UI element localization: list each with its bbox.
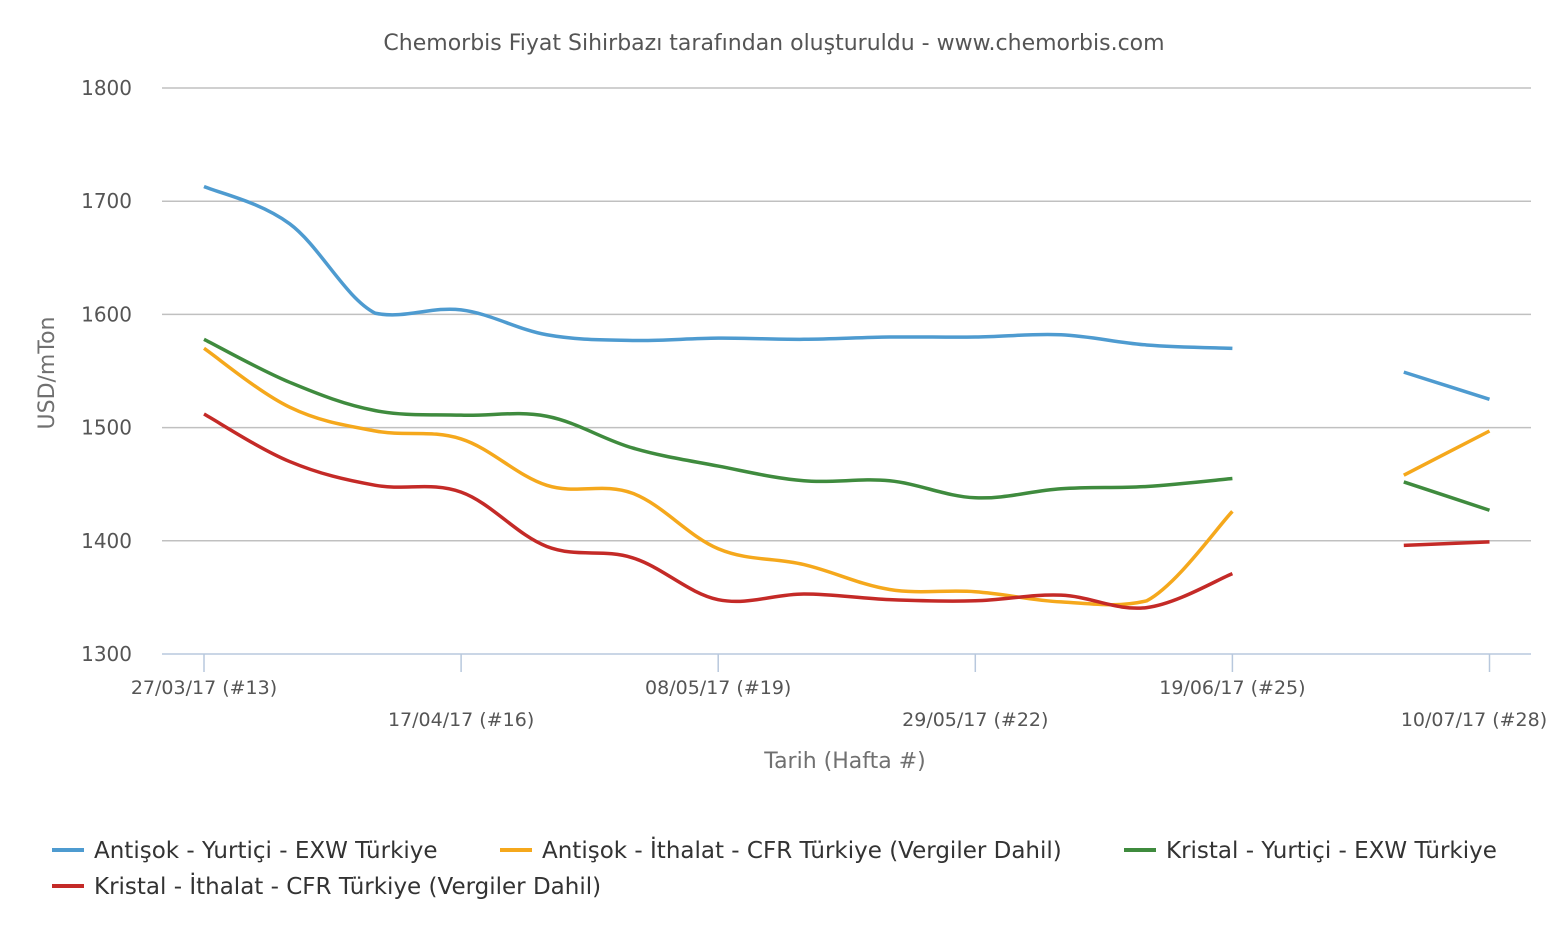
y-axis-label: USD/mTon: [35, 317, 60, 430]
x-tick-label: 08/05/17 (#19): [645, 677, 791, 699]
x-axis-label: Tarih (Hafta #): [763, 749, 925, 774]
x-axis: 27/03/17 (#13) 17/04/17 (#16) 08/05/17 (#1…: [131, 653, 1547, 731]
legend-label: Kristal - Yurtiçi - EXW Türkiye: [1166, 838, 1497, 864]
x-tick-label: 27/03/17 (#13): [131, 677, 277, 699]
series-line: [1403, 480, 1491, 512]
x-tick-label: 29/05/17 (#22): [902, 709, 1048, 731]
y-tick-label: 1600: [81, 302, 132, 326]
legend-label: Kristal - İthalat - CFR Türkiye (Vergile…: [94, 872, 601, 900]
y-tick-label: 1400: [81, 529, 132, 553]
legend-item[interactable]: Kristal - İthalat - CFR Türkiye (Vergile…: [52, 872, 601, 900]
series-4: [203, 412, 1490, 610]
legend-label: Antişok - Yurtiçi - EXW Türkiye: [94, 838, 438, 864]
series-line: [1403, 540, 1490, 548]
series-line: [1403, 370, 1491, 401]
series-line: [203, 337, 1233, 500]
y-axis-ticks: 1300 1400 1500 1600 1700 1800: [81, 76, 132, 666]
y-tick-label: 1700: [81, 189, 132, 213]
legend-label: Antişok - İthalat - CFR Türkiye (Vergile…: [542, 836, 1062, 864]
series-lines: [203, 184, 1491, 610]
chart-title: Chemorbis Fiyat Sihirbazı tarafından olu…: [383, 31, 1164, 56]
series-line: [1402, 429, 1491, 477]
legend: Antişok - Yurtiçi - EXW Türkiye Antişok -…: [52, 836, 1497, 900]
legend-item[interactable]: Antişok - İthalat - CFR Türkiye (Vergile…: [500, 836, 1062, 864]
x-tick-label: 17/04/17 (#16): [388, 709, 534, 731]
y-tick-label: 1500: [81, 416, 132, 440]
series-line: [203, 412, 1234, 610]
grid-lines: [162, 87, 1531, 542]
series-line: [203, 184, 1233, 351]
series-line: [203, 346, 1234, 607]
legend-item[interactable]: Antişok - Yurtiçi - EXW Türkiye: [52, 838, 438, 864]
x-tick-label: 19/06/17 (#25): [1159, 677, 1305, 699]
series-1: [203, 184, 1491, 401]
x-tick-label: 10/07/17 (#28): [1401, 709, 1547, 731]
y-tick-label: 1800: [81, 76, 132, 100]
y-tick-label: 1300: [81, 642, 132, 666]
legend-item[interactable]: Kristal - Yurtiçi - EXW Türkiye: [1124, 838, 1497, 864]
series-2: [203, 346, 1491, 607]
series-3: [203, 337, 1491, 512]
